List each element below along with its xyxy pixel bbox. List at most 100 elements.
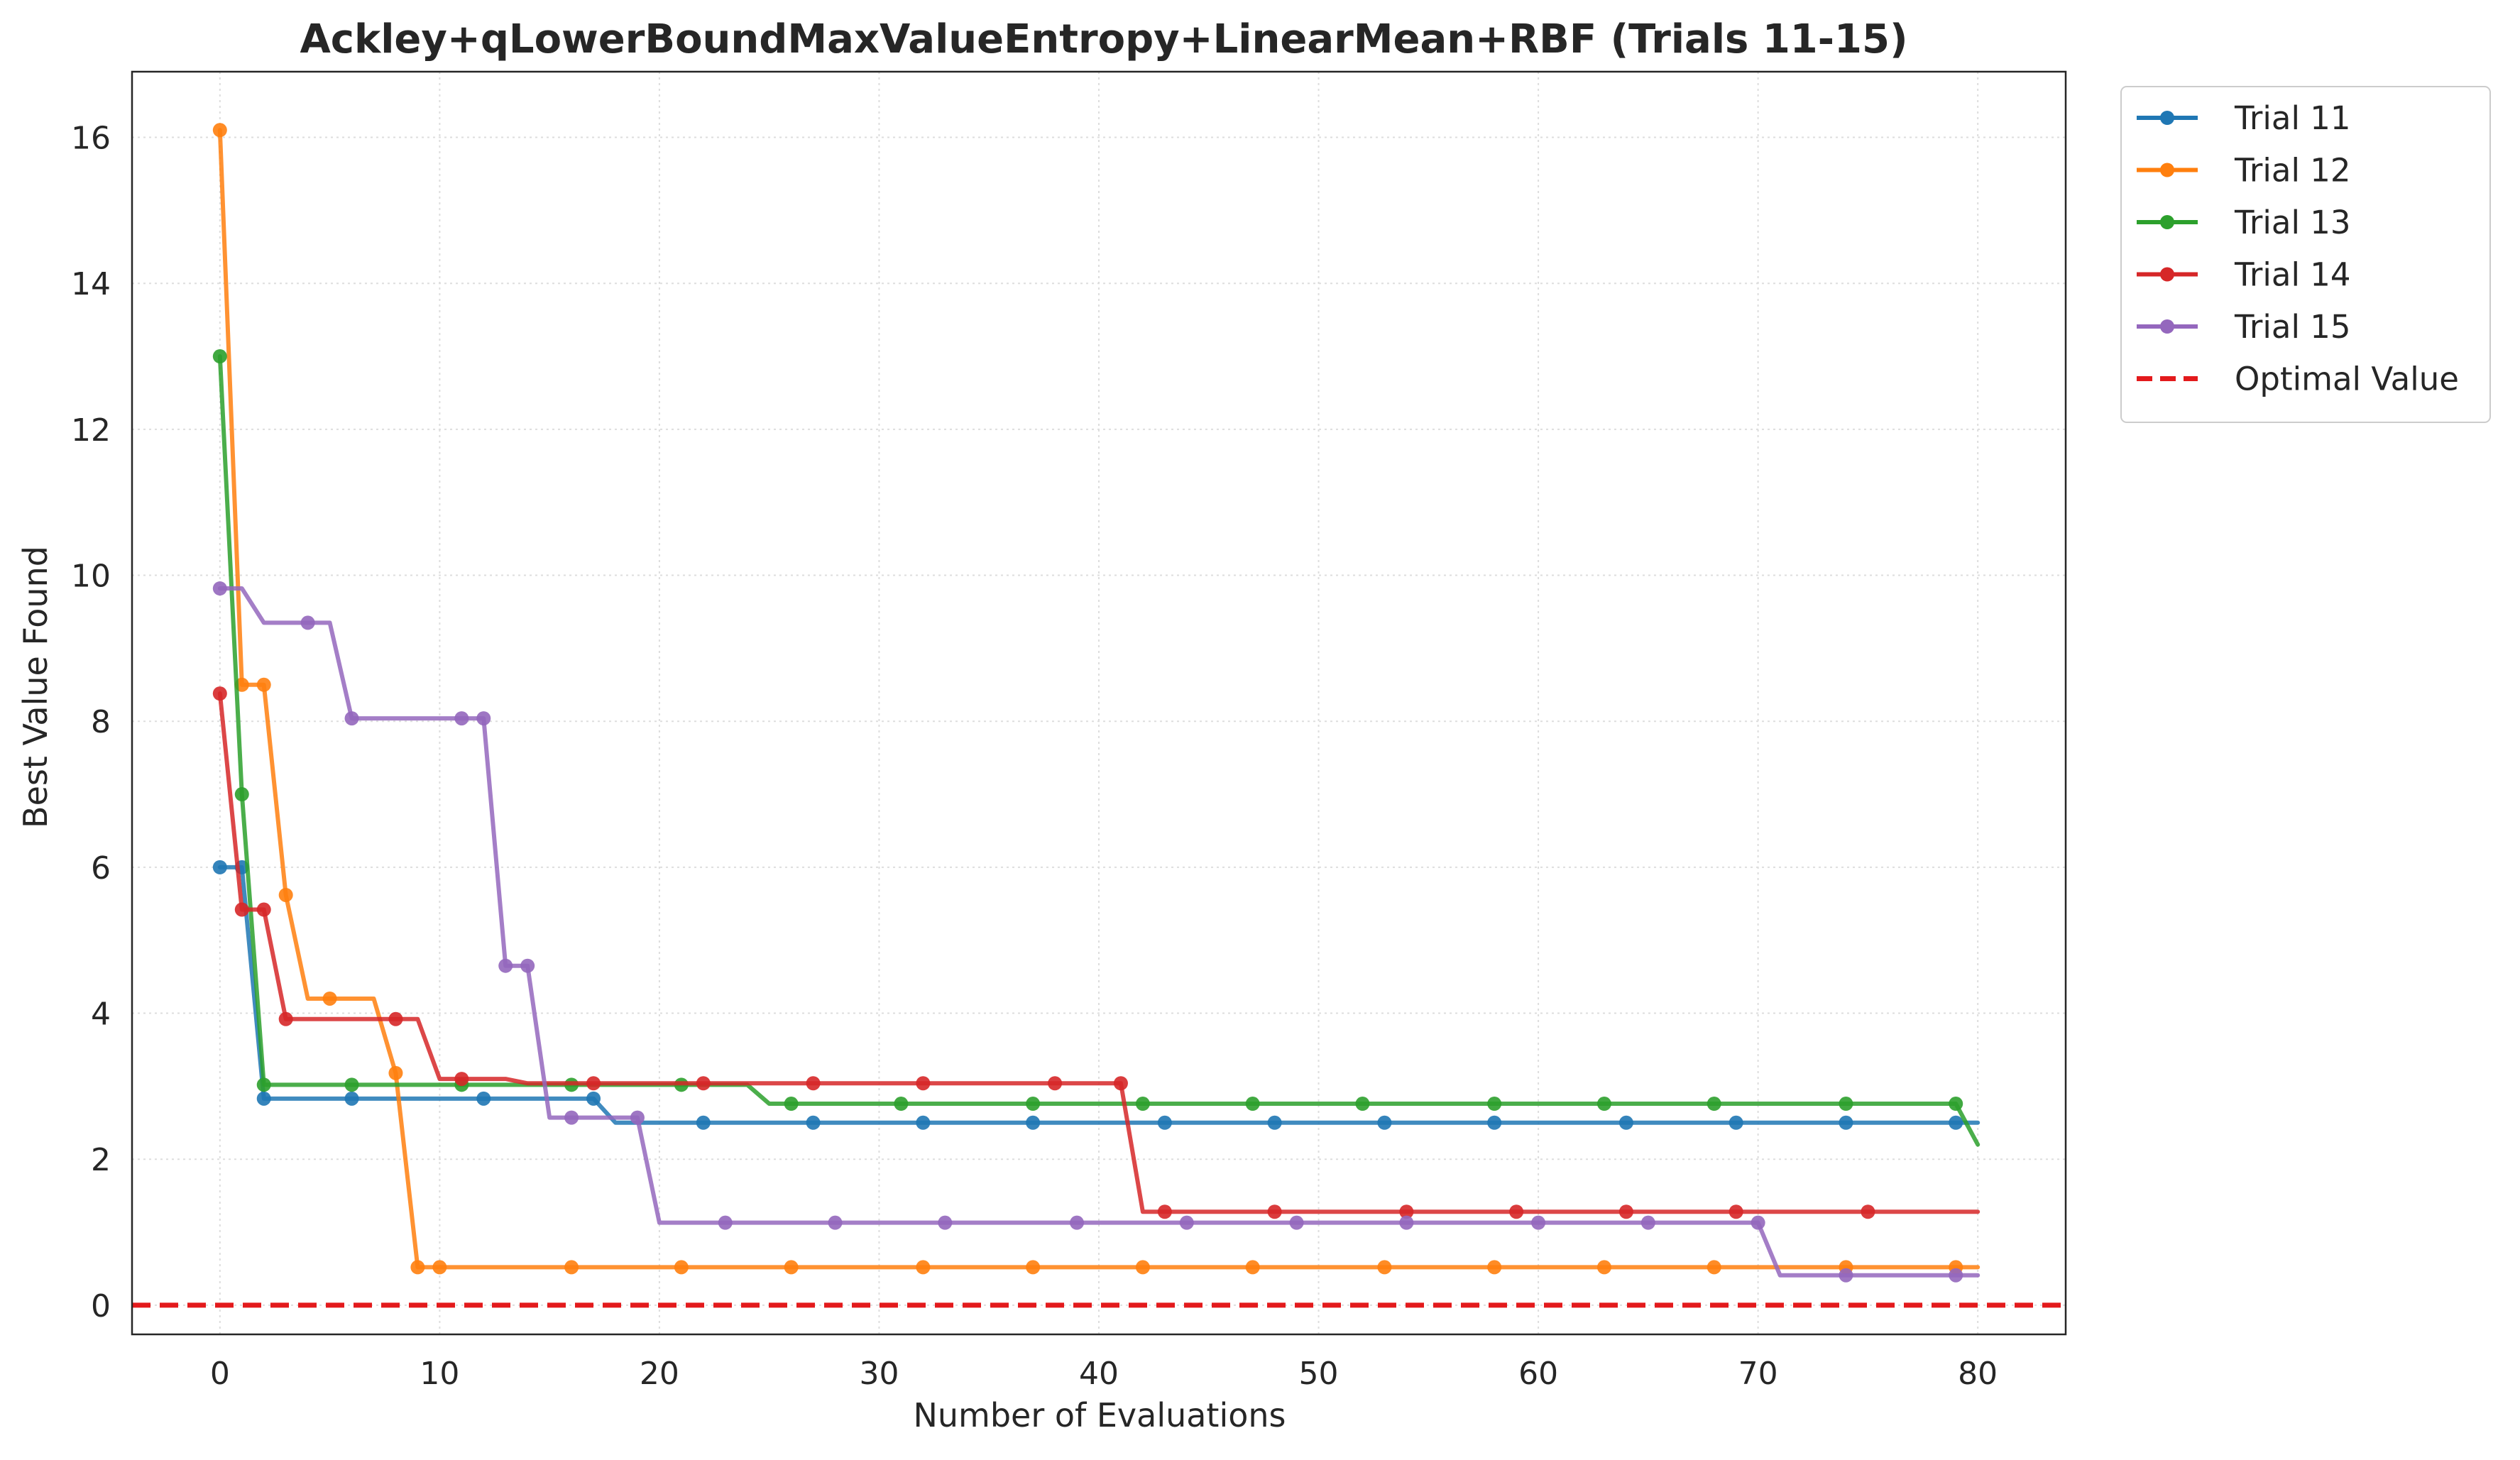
data-point — [1707, 1260, 1721, 1275]
plot-frame — [131, 70, 2067, 1336]
legend-entry: Trial 11 — [2137, 99, 2351, 137]
data-point — [1267, 1204, 1282, 1219]
series-trial-5 — [212, 581, 1981, 1283]
x-tick-label: 10 — [420, 1356, 459, 1392]
data-point — [916, 1076, 931, 1091]
data-point — [1839, 1097, 1853, 1112]
x-tick-label: 40 — [1079, 1356, 1119, 1392]
x-tick-label: 60 — [1518, 1356, 1558, 1392]
data-point — [1531, 1215, 1546, 1230]
data-point — [1487, 1115, 1502, 1130]
data-point — [1487, 1097, 1502, 1112]
data-point — [1377, 1260, 1392, 1275]
data-point — [454, 711, 469, 726]
legend-entry: Trial 14 — [2137, 256, 2351, 294]
x-tick-label: 20 — [640, 1356, 679, 1392]
y-tick-label: 4 — [91, 997, 111, 1033]
data-point — [806, 1076, 821, 1091]
y-tick-label: 8 — [91, 704, 111, 740]
series-trial-4 — [212, 686, 1981, 1219]
data-point — [256, 902, 271, 917]
data-point — [1729, 1204, 1743, 1219]
data-point — [586, 1076, 601, 1091]
data-point — [1135, 1260, 1150, 1275]
data-point — [278, 1011, 293, 1026]
data-point — [212, 349, 227, 364]
y-tick-label: 6 — [91, 850, 111, 887]
series-line — [217, 691, 1981, 1214]
series-trial-1 — [212, 860, 1981, 1130]
x-axis-label: Number of Evaluations — [913, 1396, 1286, 1434]
x-tick-label: 30 — [859, 1356, 899, 1392]
chart-title: Ackley+qLowerBoundMaxValueEntropy+Linear… — [300, 16, 1907, 62]
legend-entry: Trial 13 — [2137, 204, 2351, 241]
data-point — [1245, 1097, 1260, 1112]
legend-entry: Trial 15 — [2137, 308, 2351, 346]
y-tick-label: 12 — [71, 412, 111, 449]
legend-swatch-marker — [2160, 111, 2174, 125]
y-tick-label: 2 — [91, 1142, 111, 1178]
data-point — [322, 991, 337, 1006]
data-point — [1113, 1076, 1128, 1091]
data-point — [564, 1110, 579, 1125]
grid — [132, 72, 2066, 1334]
data-point — [1048, 1076, 1063, 1091]
data-point — [410, 1260, 425, 1275]
y-tick-label: 14 — [71, 266, 111, 302]
data-point — [1355, 1097, 1370, 1112]
data-point — [432, 1260, 447, 1275]
data-point — [696, 1076, 711, 1091]
data-point — [256, 1091, 271, 1106]
y-axis-label: Best Value Found — [16, 546, 55, 828]
x-tick-label: 50 — [1299, 1356, 1339, 1392]
data-point — [234, 902, 249, 917]
data-point — [1289, 1215, 1304, 1230]
data-point — [1509, 1204, 1524, 1219]
x-tick-label: 0 — [210, 1356, 230, 1392]
data-point — [1399, 1204, 1414, 1219]
data-point — [1596, 1097, 1611, 1112]
data-point — [630, 1110, 645, 1125]
data-point — [476, 1091, 491, 1106]
series-layer — [212, 123, 1981, 1283]
data-point — [1026, 1115, 1041, 1130]
data-point — [916, 1115, 931, 1130]
data-point — [696, 1115, 711, 1130]
data-point — [1618, 1115, 1633, 1130]
data-point — [718, 1215, 733, 1230]
data-point — [1026, 1260, 1041, 1275]
data-point — [498, 958, 513, 973]
legend-swatch-marker — [2160, 267, 2174, 282]
legend-label: Trial 14 — [2234, 256, 2351, 294]
data-point — [1487, 1260, 1502, 1275]
data-point — [564, 1260, 579, 1275]
legend-swatch-marker — [2160, 163, 2174, 177]
legend-swatch-marker — [2160, 319, 2174, 334]
x-axis-ticks: 0 10 20 30 40 50 60 70 80 — [210, 1356, 1998, 1392]
data-point — [212, 686, 227, 701]
data-point — [1267, 1115, 1282, 1130]
legend: Trial 11 Trial 12 Trial 13 Trial 14 Trial 15… — [2120, 86, 2491, 423]
data-point — [1026, 1097, 1041, 1112]
data-point — [344, 1091, 359, 1106]
data-point — [212, 860, 227, 874]
legend-label: Optimal Value — [2235, 361, 2459, 398]
data-point — [1157, 1115, 1172, 1130]
data-point — [894, 1097, 909, 1112]
legend-label: Trial 12 — [2234, 152, 2351, 190]
data-point — [784, 1260, 799, 1275]
data-point — [1399, 1215, 1414, 1230]
data-point — [1751, 1215, 1765, 1230]
legend-entry: Trial 12 — [2137, 152, 2351, 190]
data-point — [476, 711, 491, 726]
y-tick-label: 0 — [91, 1288, 111, 1324]
data-point — [454, 1072, 469, 1087]
data-point — [938, 1215, 953, 1230]
data-point — [278, 887, 293, 902]
data-point — [1949, 1268, 1963, 1283]
y-tick-label: 16 — [71, 121, 111, 157]
data-point — [674, 1260, 689, 1275]
y-tick-label: 10 — [71, 559, 111, 595]
data-point — [1707, 1097, 1721, 1112]
